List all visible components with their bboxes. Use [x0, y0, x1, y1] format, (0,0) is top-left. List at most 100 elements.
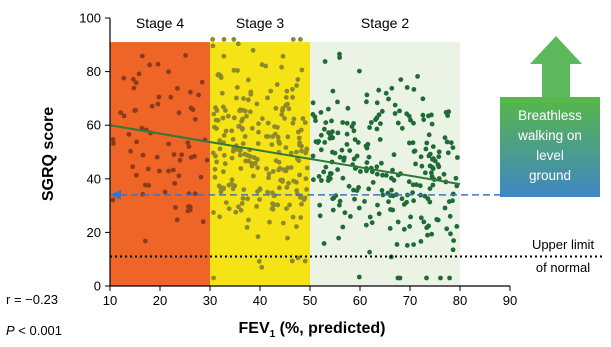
data-point	[415, 74, 420, 79]
data-point	[235, 41, 241, 47]
data-point	[294, 224, 299, 230]
data-point	[210, 37, 216, 42]
data-point	[171, 152, 177, 158]
data-point	[290, 94, 295, 100]
data-point	[444, 226, 450, 232]
data-point	[221, 185, 227, 191]
data-point	[218, 73, 223, 79]
data-point	[367, 125, 372, 130]
data-point	[304, 165, 310, 171]
data-point	[299, 67, 305, 73]
data-point	[211, 275, 217, 281]
data-point	[239, 201, 245, 206]
data-point	[366, 154, 372, 160]
x-tick-label: 30	[203, 293, 217, 308]
data-point	[234, 95, 239, 101]
data-point	[192, 116, 198, 122]
data-point	[364, 92, 370, 98]
data-point	[268, 88, 274, 94]
data-point	[442, 135, 448, 141]
x-tick-label: 20	[153, 293, 167, 308]
data-point	[233, 209, 239, 215]
data-point	[290, 120, 296, 126]
stage-label-3: Stage 2	[361, 15, 409, 31]
data-point	[435, 217, 441, 223]
data-point	[429, 121, 435, 127]
data-point	[404, 199, 409, 205]
data-point	[237, 152, 243, 158]
x-tick-label: 90	[503, 293, 517, 308]
data-point	[407, 224, 412, 229]
data-point	[336, 235, 341, 241]
data-point	[263, 63, 269, 69]
data-point	[340, 224, 346, 230]
data-point	[175, 86, 180, 91]
data-point	[166, 69, 172, 75]
data-point	[450, 198, 455, 204]
data-point	[231, 115, 237, 121]
data-point	[245, 97, 251, 103]
data-point	[255, 141, 261, 146]
data-point	[337, 55, 342, 60]
normal-limit-label-line2: of normal	[536, 260, 590, 275]
data-point	[430, 156, 435, 162]
data-point	[174, 217, 180, 223]
data-point	[426, 223, 431, 229]
data-point	[121, 113, 127, 119]
data-point	[317, 213, 323, 219]
data-point	[420, 96, 426, 102]
data-point	[395, 120, 401, 126]
data-point	[251, 173, 256, 179]
data-point	[226, 206, 232, 212]
y-tick-label: 20	[87, 225, 101, 240]
data-point	[225, 113, 231, 119]
data-point	[448, 231, 453, 237]
data-point	[380, 172, 385, 178]
data-point	[154, 154, 160, 160]
data-point	[236, 124, 242, 129]
data-point	[438, 275, 443, 281]
data-point	[345, 105, 351, 111]
data-point	[363, 143, 369, 149]
data-point	[318, 132, 324, 138]
data-point	[255, 157, 260, 162]
data-point	[221, 104, 226, 110]
data-point	[362, 199, 367, 204]
y-tick-label: 80	[87, 64, 101, 79]
data-point	[217, 146, 223, 152]
data-point	[410, 190, 415, 196]
data-point	[288, 165, 294, 171]
data-point	[222, 161, 228, 167]
data-point	[179, 152, 185, 158]
correlation-r: r = −0.23	[6, 292, 58, 307]
arrow-left-icon	[110, 189, 121, 200]
breathless-box-text: ground	[529, 168, 571, 183]
data-point	[340, 120, 346, 125]
data-point	[277, 165, 283, 171]
data-point	[298, 215, 304, 221]
data-point	[269, 142, 275, 148]
data-point	[441, 171, 447, 177]
data-point	[299, 148, 304, 154]
data-point	[376, 112, 382, 118]
annotations: r = −0.23 P < 0.001 Upper limit of normal Br…	[6, 36, 600, 338]
data-point	[411, 149, 417, 154]
data-point	[280, 53, 286, 59]
data-point	[454, 224, 460, 229]
data-point	[267, 219, 272, 225]
data-point	[220, 115, 226, 121]
data-point	[301, 197, 307, 203]
data-point	[367, 214, 373, 220]
data-point	[418, 154, 424, 160]
data-point	[404, 243, 410, 248]
data-point	[236, 204, 241, 210]
data-point	[411, 242, 416, 248]
data-point	[272, 124, 277, 129]
data-point	[188, 105, 194, 111]
data-point	[421, 219, 427, 225]
data-point	[407, 140, 412, 146]
data-point	[223, 128, 229, 134]
data-point	[134, 172, 139, 178]
data-point	[272, 131, 278, 137]
data-point	[327, 176, 333, 182]
